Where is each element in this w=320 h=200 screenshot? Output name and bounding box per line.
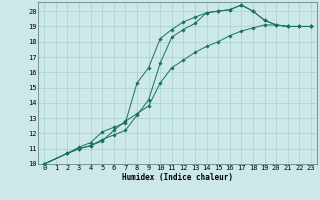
X-axis label: Humidex (Indice chaleur): Humidex (Indice chaleur): [122, 173, 233, 182]
